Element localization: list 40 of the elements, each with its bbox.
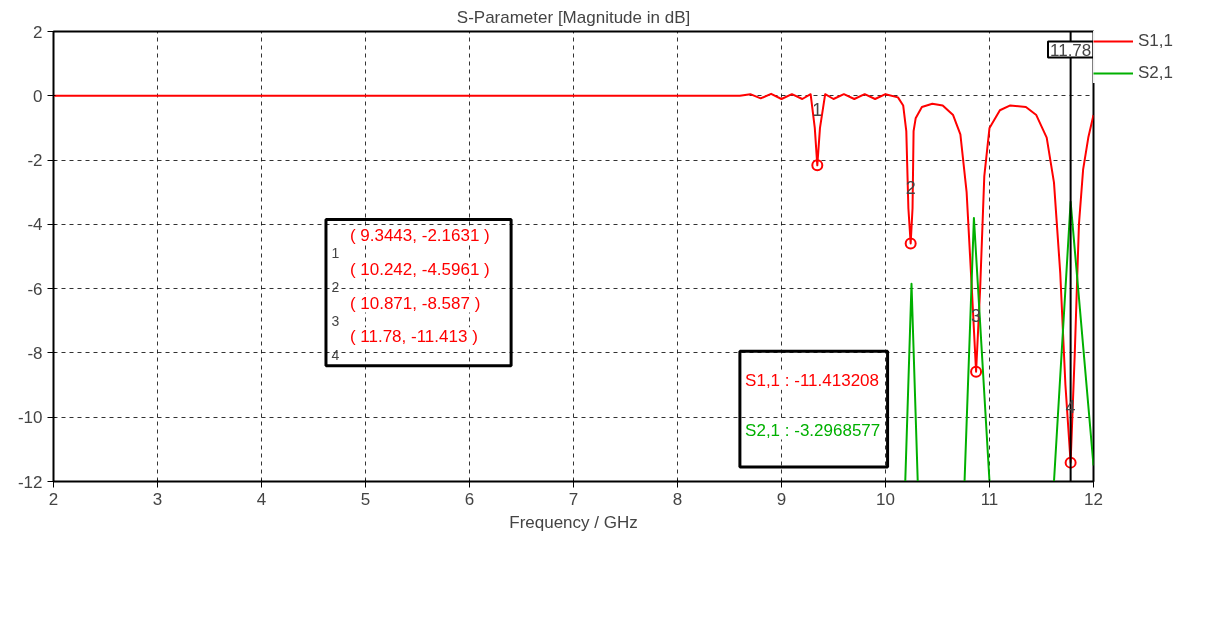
annotation: 3 [971,306,982,327]
annotation: 1 [812,99,823,120]
x-tick-label: 10 [876,489,895,509]
y-tick-label: -12 [17,472,43,492]
annotation: ( 10.242, -4.5961 ) [349,259,490,279]
x-tick-label: 9 [776,489,787,509]
chart-title: S-Parameter [Magnitude in dB] [456,7,691,27]
x-tick-label: 6 [464,489,475,509]
y-tick-label: -8 [27,343,43,363]
x-tick-label: 7 [568,489,579,509]
x-tick-label: 3 [152,489,163,509]
point [1064,456,1077,469]
text: 3 [331,312,340,329]
text: 1 [331,245,340,262]
x-tick-label: 2 [48,489,59,509]
annotation: ( 9.3443, -2.1631 ) [349,226,490,246]
y-tick-label: -10 [17,408,43,428]
x-tick-label: 12 [1084,489,1103,509]
y-tick-label: -6 [27,279,43,299]
y-tick-label: 2 [33,22,43,42]
x-tick-label: 11 [980,489,999,509]
text: 2 [331,279,340,296]
y-tick-label: 0 [33,86,43,106]
text: 4 [331,346,340,363]
legend-label: S2,1 [1138,63,1173,83]
y-tick-label: -2 [27,151,43,171]
legend-label: S1,1 [1138,31,1173,51]
x-axis-title: Frequency / GHz [509,512,638,532]
ref-line-label: 11.78 [1049,40,1092,60]
x-tick-label: 5 [360,489,371,509]
point [904,237,917,250]
annotation: ( 10.871, -8.587 ) [349,293,481,313]
annotation: ( 11.78, -11.413 ) [349,327,478,347]
x-tick-label: 4 [256,489,267,509]
annotation: S1,1 : -11.413208 [745,370,880,390]
annotation: S2,1 : -3.2968577 [745,420,881,440]
x-tick-label: 8 [672,489,683,509]
point [970,365,983,378]
y-tick-label: -4 [27,215,43,235]
point [811,159,824,172]
